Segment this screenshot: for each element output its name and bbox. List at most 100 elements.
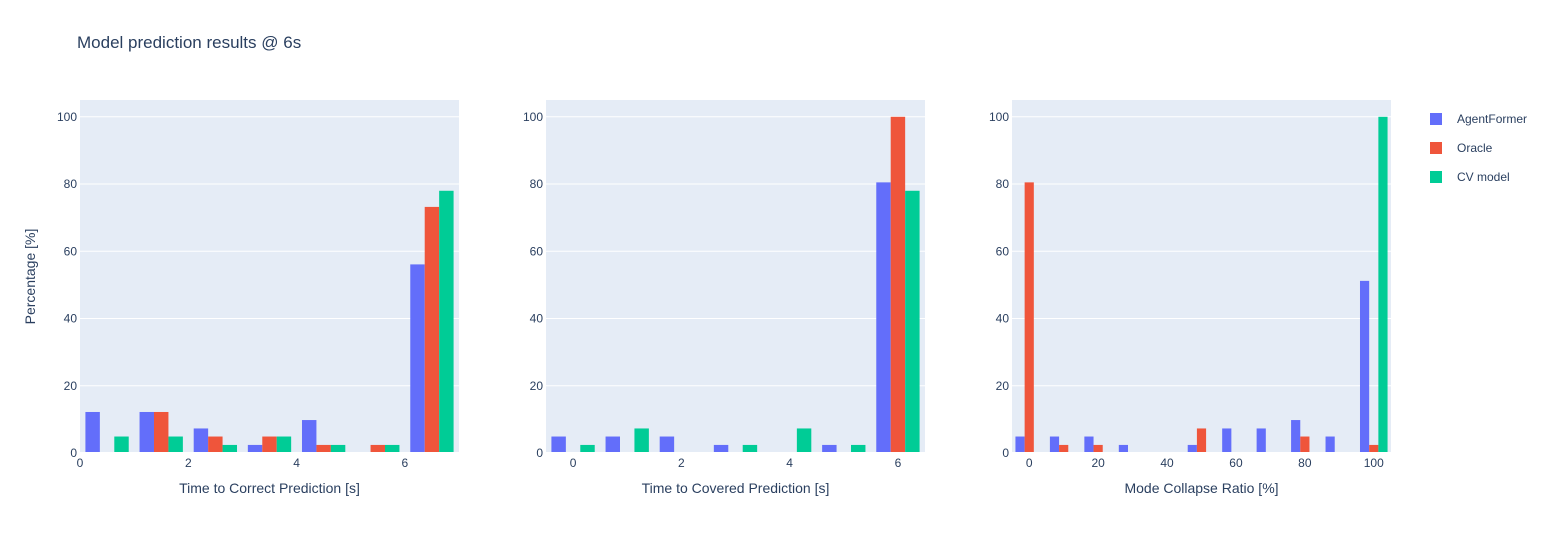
x-tick-label: 6 xyxy=(402,456,409,470)
bar-agentformer[interactable] xyxy=(1015,436,1025,453)
bar-agentformer[interactable] xyxy=(1291,420,1301,453)
y-tick-label: 20 xyxy=(530,379,544,393)
y-tick-label: 60 xyxy=(530,244,544,258)
x-tick-label: 40 xyxy=(1160,456,1174,470)
bar-agentformer[interactable] xyxy=(1359,280,1370,453)
bar-oracle[interactable] xyxy=(262,436,277,453)
x-tick-label: 0 xyxy=(1026,456,1033,470)
bar-cv-model[interactable] xyxy=(330,444,346,453)
y-tick-label: 0 xyxy=(536,446,543,460)
bar-agentformer[interactable] xyxy=(1118,444,1128,453)
bar-agentformer[interactable] xyxy=(193,428,209,453)
bar-agentformer[interactable] xyxy=(659,436,675,453)
y-tick-label: 60 xyxy=(64,244,78,258)
bar-cv-model[interactable] xyxy=(385,444,400,453)
chart-title: Model prediction results @ 6s xyxy=(77,33,302,52)
bar-agentformer[interactable] xyxy=(247,444,263,453)
bar-oracle[interactable] xyxy=(208,436,223,453)
bar-cv-model[interactable] xyxy=(439,190,454,453)
bar-oracle[interactable] xyxy=(1093,444,1103,453)
bar-oracle[interactable] xyxy=(370,444,386,453)
bar-agentformer[interactable] xyxy=(876,182,891,453)
bar-agentformer[interactable] xyxy=(713,444,729,453)
bar-oracle[interactable] xyxy=(316,444,331,453)
y-tick-label: 40 xyxy=(530,312,544,326)
plot-area xyxy=(80,100,459,453)
x-tick-label: 2 xyxy=(185,456,192,470)
x-tick-label: 100 xyxy=(1364,456,1384,470)
bar-agentformer[interactable] xyxy=(1256,428,1266,453)
y-tick-label: 100 xyxy=(523,110,543,124)
legend-swatch-agentformer xyxy=(1430,112,1442,125)
y-tick-label: 80 xyxy=(64,177,78,191)
y-tick-label: 20 xyxy=(996,379,1010,393)
bar-oracle[interactable] xyxy=(1300,436,1310,453)
bar-cv-model[interactable] xyxy=(905,190,920,453)
subplot-1: 0 20 40 60 80 100 0 2 4 6 Time to Correct Predicti… xyxy=(22,100,459,496)
bar-cv-model[interactable] xyxy=(851,444,866,453)
subplot-3: 0 20 40 60 80 100 0 20 40 60 80 100 Mode Collapse Ra… xyxy=(989,100,1391,496)
bar-agentformer[interactable] xyxy=(410,264,425,453)
y-tick-label: 100 xyxy=(989,110,1009,124)
bar-oracle[interactable] xyxy=(1369,444,1379,453)
bar-cv-model[interactable] xyxy=(168,436,183,453)
bar-oracle[interactable] xyxy=(890,116,906,454)
y-tick-label: 20 xyxy=(64,379,78,393)
bar-agentformer[interactable] xyxy=(85,411,100,453)
bar-agentformer[interactable] xyxy=(1187,444,1197,453)
bar-oracle[interactable] xyxy=(153,411,169,453)
y-tick-label: 0 xyxy=(70,446,77,460)
y-tick-label: 40 xyxy=(64,312,78,326)
x-tick-label: 4 xyxy=(293,456,300,470)
legend-item-oracle[interactable]: Oracle xyxy=(1430,133,1527,162)
x-axis-title: Time to Correct Prediction [s] xyxy=(179,480,360,496)
x-tick-label: 80 xyxy=(1298,456,1312,470)
legend-swatch-cv-model xyxy=(1430,170,1442,183)
bar-agentformer[interactable] xyxy=(1222,428,1232,453)
bar-oracle[interactable] xyxy=(1059,444,1069,453)
bar-cv-model[interactable] xyxy=(634,428,649,453)
y-tick-label: 60 xyxy=(996,244,1010,258)
bar-cv-model[interactable] xyxy=(580,444,595,453)
bar-oracle[interactable] xyxy=(424,206,440,453)
bar-agentformer[interactable] xyxy=(1325,436,1335,453)
legend-label-cv-model: CV model xyxy=(1457,169,1510,184)
bar-cv-model[interactable] xyxy=(1378,116,1388,454)
legend[interactable]: AgentFormer Oracle CV model xyxy=(1430,104,1527,191)
legend-label-agentformer: AgentFormer xyxy=(1457,111,1528,126)
x-tick-label: 2 xyxy=(678,456,685,470)
y-tick-label: 40 xyxy=(996,312,1010,326)
y-tick-label: 80 xyxy=(996,177,1010,191)
x-axis-title: Mode Collapse Ratio [%] xyxy=(1124,480,1278,496)
bar-agentformer[interactable] xyxy=(1049,436,1060,453)
x-tick-label: 60 xyxy=(1229,456,1243,470)
bar-cv-model[interactable] xyxy=(796,428,812,453)
legend-item-agentformer[interactable]: AgentFormer xyxy=(1430,104,1527,133)
bar-agentformer[interactable] xyxy=(605,436,620,453)
bar-agentformer[interactable] xyxy=(551,436,566,453)
plot-area xyxy=(1012,100,1391,453)
x-axis-title: Time to Covered Prediction [s] xyxy=(642,480,830,496)
bar-oracle[interactable] xyxy=(1196,428,1207,453)
x-tick-label: 6 xyxy=(895,456,902,470)
bar-cv-model[interactable] xyxy=(114,436,129,453)
y-tick-label: 0 xyxy=(1002,446,1009,460)
bar-oracle[interactable] xyxy=(1024,182,1034,453)
y-tick-label: 100 xyxy=(57,110,77,124)
bar-cv-model[interactable] xyxy=(222,444,238,453)
bar-cv-model[interactable] xyxy=(742,444,758,453)
x-tick-label: 0 xyxy=(570,456,577,470)
legend-swatch-oracle xyxy=(1430,141,1442,154)
x-tick-label: 20 xyxy=(1091,456,1105,470)
subplot-2: 0 20 40 60 80 100 0 2 4 6 Time to Covered Predicti… xyxy=(523,100,925,496)
bar-cv-model[interactable] xyxy=(276,436,292,453)
bar-agentformer[interactable] xyxy=(301,420,317,453)
bar-agentformer[interactable] xyxy=(822,444,837,453)
legend-label-oracle: Oracle xyxy=(1457,140,1493,155)
y-axis-title: Percentage [%] xyxy=(22,229,38,325)
bar-agentformer[interactable] xyxy=(139,411,154,453)
legend-item-cv-model[interactable]: CV model xyxy=(1430,162,1527,191)
bar-agentformer[interactable] xyxy=(1084,436,1094,453)
plot-area xyxy=(546,100,925,453)
